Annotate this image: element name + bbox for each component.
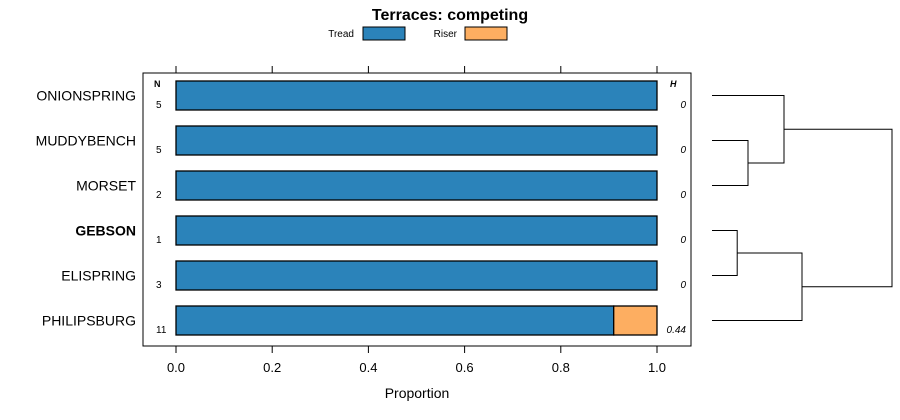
bar-tread (175, 305, 615, 336)
y-tick-label: GEBSON (75, 223, 136, 239)
bar-tread (175, 80, 658, 111)
n-value: 5 (156, 100, 162, 111)
y-tick-label: ONIONSPRING (36, 88, 136, 104)
n-column-header: N (154, 79, 161, 89)
dendrogram-link (712, 252, 803, 321)
bars-layer (175, 80, 658, 336)
bar-tread (175, 260, 658, 291)
dendrogram-link (712, 230, 738, 276)
chart-title: Terraces: competing (372, 7, 528, 24)
legend-swatch-tread (362, 26, 406, 41)
x-tick-label: 0.2 (263, 360, 281, 375)
y-tick-label: PHILIPSBURG (42, 313, 136, 329)
dendrogram (712, 95, 893, 321)
bar-tread (175, 170, 658, 201)
h-value: 0.44 (667, 325, 687, 336)
n-value: 1 (156, 235, 162, 246)
dendrogram-link (784, 128, 893, 288)
x-tick-label: 0.0 (167, 360, 185, 375)
legend-label-tread: Tread (328, 29, 354, 40)
h-value: 0 (680, 145, 686, 156)
h-value: 0 (680, 190, 686, 201)
legend: Tread Riser (328, 26, 508, 41)
h-column-header: H (670, 79, 677, 89)
bar-tread (175, 215, 658, 246)
x-tick-label: 0.6 (456, 360, 474, 375)
bar-riser (613, 305, 658, 336)
legend-label-riser: Riser (434, 29, 458, 40)
n-value: 2 (156, 190, 162, 201)
dendrogram-link (712, 140, 749, 186)
n-value: 3 (156, 280, 162, 291)
y-tick-label: MORSET (76, 178, 136, 194)
h-value: 0 (680, 280, 686, 291)
y-tick-label: MUDDYBENCH (36, 133, 136, 149)
labels-layer: ONIONSPRING 5 0 MUDDYBENCH 5 0 MORSET 2 0 GEBSON 1… (36, 88, 687, 337)
n-value: 5 (156, 145, 162, 156)
x-axis-title: Proportion (385, 385, 450, 401)
x-axis: 0.0 0.2 0.4 0.6 0.8 1.0 (167, 66, 666, 375)
legend-swatch-riser (464, 26, 508, 41)
bar-tread (175, 125, 658, 156)
h-value: 0 (680, 100, 686, 111)
n-value: 11 (156, 325, 167, 336)
x-tick-label: 0.4 (359, 360, 377, 375)
y-tick-label: ELISPRING (61, 268, 136, 284)
plot-panel (142, 72, 692, 347)
x-tick-label: 1.0 (648, 360, 666, 375)
x-tick-label: 0.8 (552, 360, 570, 375)
h-value: 0 (680, 235, 686, 246)
